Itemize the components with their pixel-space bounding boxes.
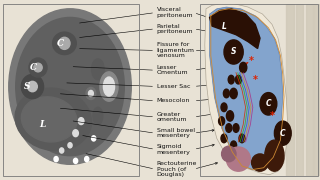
Polygon shape [210, 7, 283, 170]
Ellipse shape [21, 75, 44, 99]
Ellipse shape [86, 87, 96, 100]
Text: Lesser
Omentum: Lesser Omentum [157, 65, 188, 75]
Text: Visceral
peritoneum: Visceral peritoneum [157, 7, 193, 18]
Ellipse shape [239, 134, 245, 143]
Text: Greater
omentum: Greater omentum [157, 112, 187, 122]
Text: *: * [269, 111, 275, 121]
Ellipse shape [222, 146, 236, 162]
Text: S: S [231, 48, 236, 57]
Ellipse shape [92, 59, 104, 80]
Ellipse shape [275, 121, 291, 145]
Ellipse shape [224, 40, 243, 64]
Ellipse shape [233, 124, 239, 132]
Ellipse shape [221, 103, 227, 112]
Ellipse shape [231, 141, 236, 150]
Text: Small bowel
mesentery: Small bowel mesentery [157, 128, 195, 138]
Ellipse shape [100, 72, 118, 101]
Ellipse shape [103, 77, 115, 96]
Ellipse shape [252, 154, 268, 171]
Ellipse shape [265, 140, 284, 171]
Polygon shape [306, 4, 313, 176]
Ellipse shape [88, 90, 93, 96]
Ellipse shape [260, 93, 277, 115]
Ellipse shape [223, 89, 229, 98]
Ellipse shape [34, 63, 42, 72]
Ellipse shape [228, 75, 234, 84]
Ellipse shape [9, 9, 131, 164]
Ellipse shape [21, 97, 77, 142]
Polygon shape [210, 9, 260, 49]
Text: *: * [249, 56, 254, 66]
Text: Sigmoid
mesentery: Sigmoid mesentery [157, 144, 191, 155]
Text: *: * [253, 75, 258, 85]
Text: Rectouterine
Pouch (of
Douglas): Rectouterine Pouch (of Douglas) [157, 161, 197, 177]
Ellipse shape [227, 147, 251, 171]
Ellipse shape [219, 117, 225, 125]
Ellipse shape [240, 62, 247, 73]
Ellipse shape [73, 130, 78, 137]
Polygon shape [286, 4, 294, 176]
Text: Fissure for
ligamentum
venosum: Fissure for ligamentum venosum [157, 42, 195, 58]
Ellipse shape [221, 134, 227, 143]
Text: S: S [24, 82, 30, 91]
Ellipse shape [54, 157, 58, 162]
Text: C: C [266, 99, 271, 108]
Text: C: C [30, 63, 37, 72]
Polygon shape [314, 4, 320, 176]
Ellipse shape [52, 32, 76, 55]
Text: C: C [280, 129, 286, 138]
Polygon shape [205, 4, 288, 175]
Ellipse shape [28, 81, 37, 92]
Ellipse shape [59, 37, 70, 49]
Text: Mesocolon: Mesocolon [157, 98, 190, 103]
Text: L: L [39, 120, 45, 129]
Ellipse shape [84, 157, 89, 162]
Ellipse shape [227, 111, 234, 121]
Ellipse shape [60, 148, 64, 153]
Polygon shape [296, 4, 303, 176]
Ellipse shape [78, 118, 84, 125]
Ellipse shape [68, 143, 72, 148]
Text: Parietal
peritoneum: Parietal peritoneum [157, 24, 193, 34]
Text: L: L [221, 22, 227, 31]
Ellipse shape [93, 107, 103, 125]
Ellipse shape [226, 124, 232, 132]
Ellipse shape [92, 136, 96, 141]
Ellipse shape [16, 17, 124, 156]
Text: C: C [57, 39, 64, 48]
Ellipse shape [15, 88, 92, 151]
Ellipse shape [230, 88, 237, 99]
Ellipse shape [236, 75, 241, 84]
Ellipse shape [29, 58, 47, 77]
Ellipse shape [74, 158, 78, 163]
Text: Lesser Sac: Lesser Sac [157, 84, 190, 89]
